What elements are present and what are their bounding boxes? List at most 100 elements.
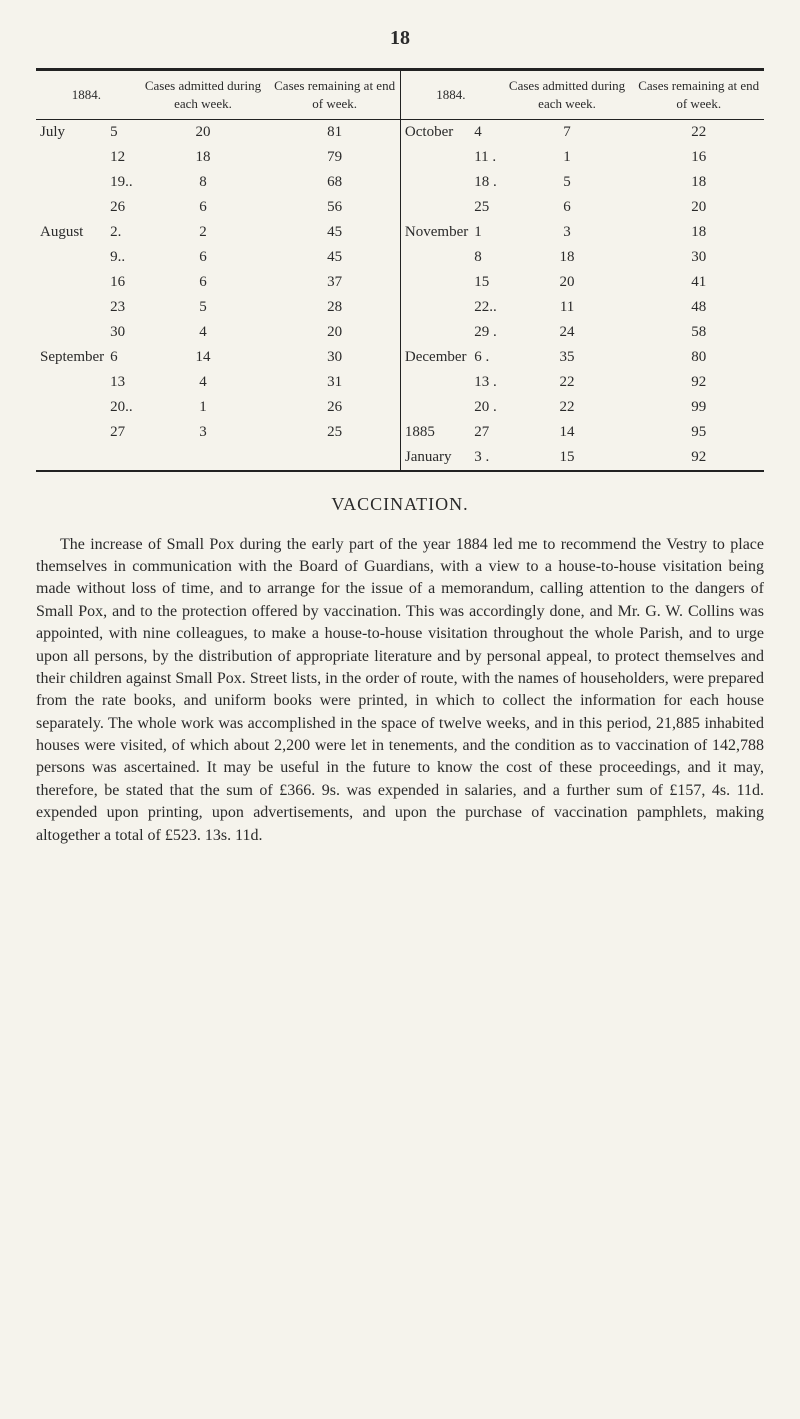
cell-day-right: 11 .	[472, 145, 501, 170]
cell-admitted-right: 24	[501, 320, 634, 345]
cell-admitted-left: 8	[137, 170, 270, 195]
cell-remaining-right: 30	[633, 245, 764, 270]
header-admitted-left: Cases admitted during each week.	[137, 70, 270, 120]
cell-admitted-right: 22	[501, 370, 634, 395]
cell-day-right: 3 .	[472, 445, 501, 471]
cell-admitted-left: 4	[137, 370, 270, 395]
table-row: 20..12620 .2299	[36, 395, 764, 420]
cell-admitted-right: 35	[501, 345, 634, 370]
table-row: 9..64581830	[36, 245, 764, 270]
cell-day-right: 20 .	[472, 395, 501, 420]
table-row: July52081October4722	[36, 120, 764, 146]
cell-admitted-left: 6	[137, 245, 270, 270]
table-row: 2352822..1148	[36, 295, 764, 320]
table-row: August2.245November1318	[36, 220, 764, 245]
cell-admitted-left: 6	[137, 270, 270, 295]
cell-day-right: 1	[472, 220, 501, 245]
cell-day-left: 16	[108, 270, 137, 295]
cell-month-left	[36, 370, 108, 395]
cell-day-left	[108, 445, 137, 471]
cell-month-right	[400, 370, 472, 395]
cell-admitted-left: 18	[137, 145, 270, 170]
cell-remaining-left: 56	[269, 195, 400, 220]
body-paragraph: The increase of Small Pox during the ear…	[36, 534, 764, 847]
cell-remaining-right: 18	[633, 170, 764, 195]
section-heading: VACCINATION.	[36, 492, 764, 517]
cell-month-right	[400, 245, 472, 270]
cell-day-right: 13 .	[472, 370, 501, 395]
cell-month-right	[400, 270, 472, 295]
cell-day-left: 20..	[108, 395, 137, 420]
cell-remaining-left: 31	[269, 370, 400, 395]
cell-remaining-left: 37	[269, 270, 400, 295]
cell-remaining-left	[269, 445, 400, 471]
cell-day-left: 30	[108, 320, 137, 345]
cell-month-left	[36, 320, 108, 345]
cell-remaining-right: 58	[633, 320, 764, 345]
cell-month-right: December	[400, 345, 472, 370]
header-period-left: 1884.	[36, 70, 137, 120]
table-row: 19..86818 .518	[36, 170, 764, 195]
cell-remaining-right: 22	[633, 120, 764, 146]
cell-month-left: July	[36, 120, 108, 146]
cell-day-left: 23	[108, 295, 137, 320]
table-row: 12187911 .116	[36, 145, 764, 170]
cell-remaining-right: 95	[633, 420, 764, 445]
table-header-row: 1884. Cases admitted during each week. C…	[36, 70, 764, 120]
cell-month-left	[36, 445, 108, 471]
cell-remaining-right: 16	[633, 145, 764, 170]
table-row: January3 .1592	[36, 445, 764, 471]
cell-month-right	[400, 395, 472, 420]
header-remaining-left: Cases remaining at end of week.	[269, 70, 400, 120]
header-admitted-right: Cases admitted during each week.	[501, 70, 634, 120]
cell-month-left: August	[36, 220, 108, 245]
cell-month-left	[36, 420, 108, 445]
cell-admitted-right: 15	[501, 445, 634, 471]
cell-admitted-right: 14	[501, 420, 634, 445]
cell-admitted-right: 6	[501, 195, 634, 220]
page-number: 18	[36, 24, 764, 52]
cell-admitted-left: 2	[137, 220, 270, 245]
cell-admitted-right: 5	[501, 170, 634, 195]
cell-day-right: 6 .	[472, 345, 501, 370]
cell-month-left: September	[36, 345, 108, 370]
cell-day-right: 8	[472, 245, 501, 270]
cases-table: 1884. Cases admitted during each week. C…	[36, 68, 764, 472]
cell-day-left: 6	[108, 345, 137, 370]
cell-month-right: October	[400, 120, 472, 146]
cell-month-right	[400, 195, 472, 220]
cell-remaining-left: 26	[269, 395, 400, 420]
cell-day-left: 12	[108, 145, 137, 170]
cell-remaining-left: 25	[269, 420, 400, 445]
cell-admitted-left: 20	[137, 120, 270, 146]
cell-remaining-right: 41	[633, 270, 764, 295]
cell-remaining-right: 18	[633, 220, 764, 245]
cell-admitted-left: 5	[137, 295, 270, 320]
cell-month-left	[36, 245, 108, 270]
header-period-right: 1884.	[400, 70, 500, 120]
cell-admitted-left	[137, 445, 270, 471]
cell-remaining-left: 81	[269, 120, 400, 146]
cell-day-right: 4	[472, 120, 501, 146]
cell-admitted-right: 22	[501, 395, 634, 420]
cell-admitted-right: 1	[501, 145, 634, 170]
cell-admitted-left: 6	[137, 195, 270, 220]
cell-admitted-right: 20	[501, 270, 634, 295]
cell-admitted-right: 11	[501, 295, 634, 320]
cell-month-left	[36, 395, 108, 420]
cell-day-right: 15	[472, 270, 501, 295]
cell-month-right: 1885	[400, 420, 472, 445]
cell-day-left: 9..	[108, 245, 137, 270]
cell-admitted-left: 4	[137, 320, 270, 345]
header-remaining-right: Cases remaining at end of week.	[633, 70, 764, 120]
cell-day-right: 22..	[472, 295, 501, 320]
cell-remaining-left: 45	[269, 245, 400, 270]
cell-month-right	[400, 170, 472, 195]
cell-day-left: 2.	[108, 220, 137, 245]
cell-remaining-right: 92	[633, 445, 764, 471]
cell-month-right	[400, 145, 472, 170]
cell-month-left	[36, 270, 108, 295]
cell-day-left: 13	[108, 370, 137, 395]
table-row: 2665625620	[36, 195, 764, 220]
cell-remaining-left: 28	[269, 295, 400, 320]
